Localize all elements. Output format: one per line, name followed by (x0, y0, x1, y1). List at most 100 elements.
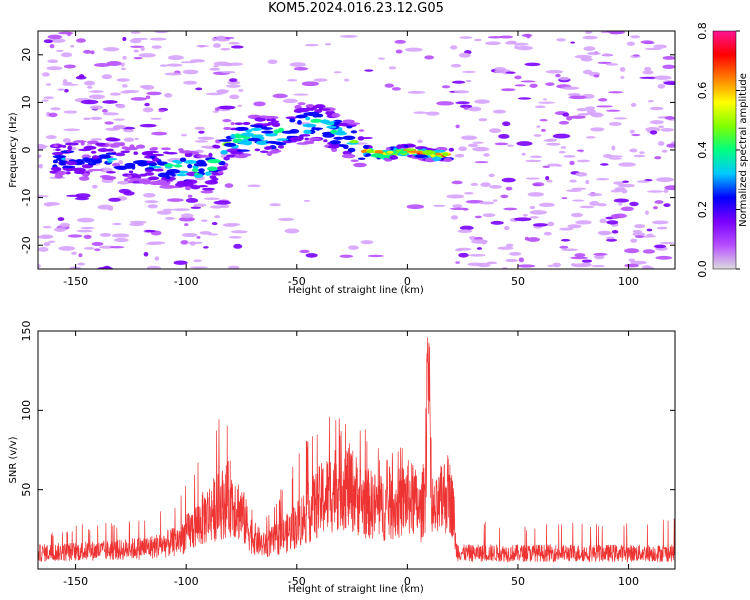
spectrogram-ytick-label: 20 (20, 48, 33, 62)
spectrogram-noise-cell (106, 61, 122, 66)
spectrogram-noise-cell (518, 257, 524, 263)
spectrogram-noise-cell (514, 75, 522, 80)
spectrogram-noise-cell (505, 71, 516, 74)
spectrogram-ridge-cell (342, 135, 356, 140)
spectrogram-noise-cell (582, 35, 598, 40)
spectrogram-ridge-cell (90, 150, 97, 154)
spectrogram-ridge-cell (171, 173, 176, 177)
spectrogram-ridge-cell (184, 179, 198, 185)
spectrogram-noise-cell (207, 233, 219, 236)
snr-line (38, 337, 675, 563)
spectrogram-ridge-cell (178, 148, 184, 152)
spectrogram-noise-cell (181, 232, 198, 238)
spectrogram-ridge-cell (323, 139, 328, 143)
spectrogram-noise-cell (577, 113, 589, 116)
spectrogram-ridge-cell (54, 172, 65, 176)
spectrogram-noise-cell (503, 207, 518, 211)
spectrogram-noise-cell (545, 69, 564, 74)
spectrogram-noise-cell (62, 138, 71, 143)
spectrogram-ridge-cell (204, 180, 219, 185)
spectrogram-y-axis-title: Frequency (Hz) (8, 112, 19, 188)
spectrogram-noise-cell (459, 104, 473, 109)
spectrogram-ridge-cell (166, 169, 181, 174)
spectrogram-noise-cell (455, 124, 460, 129)
snr-x-axis-title: Height of straight line (km) (288, 584, 424, 595)
spectrogram-noise-cell (568, 95, 587, 100)
spectrogram-noise-cell (608, 91, 624, 94)
spectrogram-noise-cell (594, 254, 605, 260)
spectrogram-noise-cell (486, 261, 498, 265)
spectrogram-ridge-cell (175, 182, 189, 187)
spectrogram-noise-cell (645, 127, 661, 132)
spectrogram-noise-cell (83, 117, 91, 121)
spectrogram-noise-cell (195, 45, 210, 48)
spectrogram-noise-cell (139, 123, 157, 128)
spectrogram-ridge-cell (128, 170, 134, 174)
spectrogram-ridge-cell (185, 186, 191, 191)
snr-ytick-label: 150 (20, 321, 33, 342)
spectrogram-ridge-cell (289, 118, 296, 123)
spectrogram-noise-cell (610, 31, 625, 35)
spectrogram-ridge-cell (443, 157, 453, 163)
spectrogram-noise-cell (474, 161, 489, 164)
spectrogram-noise-cell (228, 42, 240, 45)
spectrogram-ridge-cell (410, 150, 424, 154)
spectrogram-noise-cell (173, 260, 188, 265)
spectrogram-noise-cell (476, 262, 491, 268)
spectrogram-noise-cell (505, 258, 518, 263)
spectrogram-noise-cell (613, 198, 630, 203)
spectrogram-xtick-label: -150 (63, 275, 88, 288)
spectrogram-noise-cell (424, 55, 435, 60)
spectrogram-noise-cell (196, 235, 201, 239)
snr-xtick-label: -150 (63, 575, 88, 588)
spectrogram-noise-cell (91, 184, 98, 189)
snr-panel: -150 -100 -50 0 50 100 50 100 150 Height of str… (8, 321, 676, 595)
spectrogram-ridge-cell (144, 172, 155, 176)
spectrogram-noise-cell (229, 78, 238, 83)
spectrogram-noise-cell (55, 49, 64, 52)
spectrogram-noise-cell (446, 194, 465, 199)
spectrogram-noise-cell (277, 217, 295, 221)
spectrogram-noise-cell (41, 72, 50, 77)
spectrogram-noise-cell (572, 199, 585, 202)
spectrogram-noise-cell (83, 49, 92, 54)
spectrogram-noise-cell (480, 182, 491, 188)
spectrogram-noise-cell (463, 106, 469, 110)
spectrogram-noise-cell (605, 63, 619, 66)
spectrogram-noise-cell (654, 200, 664, 204)
spectrogram-ridge-cell (432, 149, 446, 153)
spectrogram-ridge-cell (362, 144, 369, 149)
spectrogram-noise-cell (526, 237, 541, 242)
spectrogram-noise-cell (38, 247, 49, 252)
spectrogram-noise-cell (222, 223, 238, 227)
spectrogram-noise-cell (64, 88, 69, 93)
spectrogram-noise-cell (130, 31, 141, 34)
spectrogram-noise-cell (641, 265, 652, 269)
spectrogram-noise-cell (449, 207, 468, 210)
spectrogram-ridge-cell (398, 150, 408, 154)
spectrogram-ridge-cell (131, 165, 136, 170)
spectrogram-noise-cell (453, 90, 470, 94)
spectrogram-noise-cell (211, 222, 218, 226)
spectrogram-noise-cell (632, 232, 646, 237)
spectrogram-noise-cell (77, 217, 95, 223)
spectrogram-ridge-cell (193, 151, 200, 155)
spectrogram-ridge-cell (435, 152, 442, 156)
spectrogram-ridge-cell (98, 154, 111, 159)
spectrogram-ridge-cell (115, 165, 129, 170)
snr-frame (37, 330, 676, 570)
spectrogram-ridge-cell (55, 148, 61, 152)
spectrogram-noise-cell (542, 165, 551, 168)
spectrogram-noise-cell (59, 222, 71, 228)
spectrogram-noise-cell (253, 101, 266, 107)
spectrogram-ridge-cell (242, 121, 251, 126)
spectrogram-noise-cell (589, 201, 600, 206)
spectrogram-noise-cell (113, 118, 126, 121)
spectrogram-noise-cell (476, 247, 483, 250)
spectrogram-noise-cell (57, 88, 66, 91)
spectrogram-noise-cell (450, 63, 462, 68)
spectrogram-ridge-cell (144, 169, 154, 173)
spectrogram-noise-cell (520, 80, 536, 83)
spectrogram-noise-cell (154, 256, 160, 261)
colorbar-title: Normalized spectral amplitude (738, 73, 749, 227)
